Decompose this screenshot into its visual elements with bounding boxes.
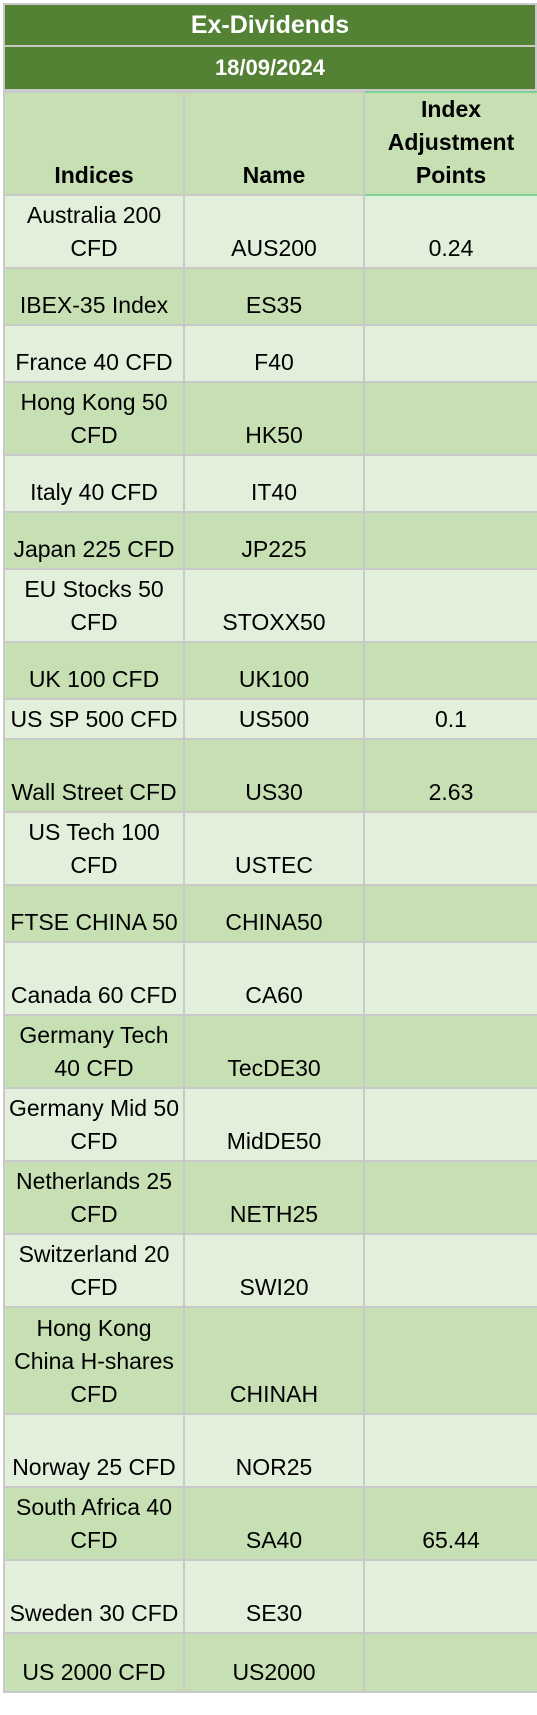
name-cell[interactable]: NETH25 [183, 1160, 365, 1235]
table-row: US Tech 100 CFD USTEC [3, 811, 537, 886]
name-cell[interactable]: SE30 [183, 1559, 365, 1634]
points-cell[interactable] [363, 381, 537, 456]
table-row: US 2000 CFD US2000 [3, 1632, 537, 1693]
index-cell[interactable]: Switzerland 20 CFD [3, 1233, 185, 1308]
index-cell[interactable]: Canada 60 CFD [3, 941, 185, 1016]
points-cell[interactable] [363, 1306, 537, 1415]
name-cell[interactable]: F40 [183, 324, 365, 383]
table-row: FTSE CHINA 50 CHINA50 [3, 884, 537, 943]
points-cell[interactable] [363, 568, 537, 643]
index-cell[interactable]: Hong Kong China H-shares CFD [3, 1306, 185, 1415]
points-cell[interactable]: 0.1 [363, 698, 537, 740]
name-cell[interactable]: STOXX50 [183, 568, 365, 643]
name-cell[interactable]: US2000 [183, 1632, 365, 1693]
points-cell[interactable]: 2.63 [363, 738, 537, 813]
points-cell[interactable] [363, 1559, 537, 1634]
sheet-title: Ex-Dividends [3, 3, 537, 47]
points-cell[interactable] [363, 811, 537, 886]
table-body: Australia 200 CFD AUS200 0.24 IBEX-35 Index… [3, 194, 537, 1693]
name-cell[interactable]: IT40 [183, 454, 365, 513]
index-cell[interactable]: South Africa 40 CFD [3, 1486, 185, 1561]
points-cell[interactable] [363, 1160, 537, 1235]
index-cell[interactable]: Sweden 30 CFD [3, 1559, 185, 1634]
table-row: Germany Tech 40 CFD TecDE30 [3, 1014, 537, 1089]
index-cell[interactable]: Australia 200 CFD [3, 194, 185, 269]
column-header-adjustment-points[interactable]: Index Adjustment Points [363, 91, 537, 196]
points-cell[interactable] [363, 267, 537, 326]
index-cell[interactable]: UK 100 CFD [3, 641, 185, 700]
index-cell[interactable]: Norway 25 CFD [3, 1413, 185, 1488]
index-cell[interactable]: US SP 500 CFD [3, 698, 185, 740]
index-cell[interactable]: EU Stocks 50 CFD [3, 568, 185, 643]
table-row: Wall Street CFD US30 2.63 [3, 738, 537, 813]
name-cell[interactable]: USTEC [183, 811, 365, 886]
table-row: Netherlands 25 CFD NETH25 [3, 1160, 537, 1235]
name-cell[interactable]: US30 [183, 738, 365, 813]
table-row: EU Stocks 50 CFD STOXX50 [3, 568, 537, 643]
table-row: South Africa 40 CFD SA40 65.44 [3, 1486, 537, 1561]
name-cell[interactable]: US500 [183, 698, 365, 740]
index-cell[interactable]: Wall Street CFD [3, 738, 185, 813]
index-cell[interactable]: FTSE CHINA 50 [3, 884, 185, 943]
index-cell[interactable]: Hong Kong 50 CFD [3, 381, 185, 456]
table-row: Canada 60 CFD CA60 [3, 941, 537, 1016]
table-row: IBEX-35 Index ES35 [3, 267, 537, 326]
index-cell[interactable]: Germany Mid 50 CFD [3, 1087, 185, 1162]
name-cell[interactable]: TecDE30 [183, 1014, 365, 1089]
table-row: Hong Kong China H-shares CFD CHINAH [3, 1306, 537, 1415]
name-cell[interactable]: SA40 [183, 1486, 365, 1561]
name-cell[interactable]: CHINAH [183, 1306, 365, 1415]
points-cell[interactable] [363, 1632, 537, 1693]
index-cell[interactable]: Netherlands 25 CFD [3, 1160, 185, 1235]
index-cell[interactable]: US Tech 100 CFD [3, 811, 185, 886]
column-header-name: Name [183, 91, 365, 196]
index-cell[interactable]: France 40 CFD [3, 324, 185, 383]
points-cell[interactable] [363, 941, 537, 1016]
points-cell[interactable] [363, 1233, 537, 1308]
name-cell[interactable]: SWI20 [183, 1233, 365, 1308]
table-row: Japan 225 CFD JP225 [3, 511, 537, 570]
ex-dividends-sheet: Ex-Dividends 18/09/2024 Indices Name Ind… [3, 3, 537, 1693]
points-cell[interactable] [363, 1413, 537, 1488]
header-row: Indices Name Index Adjustment Points [3, 91, 537, 196]
table-row: UK 100 CFD UK100 [3, 641, 537, 700]
name-cell[interactable]: ES35 [183, 267, 365, 326]
sheet-date: 18/09/2024 [3, 47, 537, 91]
points-cell[interactable] [363, 511, 537, 570]
table-row: Norway 25 CFD NOR25 [3, 1413, 537, 1488]
points-cell[interactable]: 0.24 [363, 194, 537, 269]
points-cell[interactable]: 65.44 [363, 1486, 537, 1561]
table-row: Italy 40 CFD IT40 [3, 454, 537, 513]
column-header-indices: Indices [3, 91, 185, 196]
table-row: US SP 500 CFD US500 0.1 [3, 698, 537, 740]
table-row: Hong Kong 50 CFD HK50 [3, 381, 537, 456]
table-row: Germany Mid 50 CFD MidDE50 [3, 1087, 537, 1162]
name-cell[interactable]: HK50 [183, 381, 365, 456]
name-cell[interactable]: CHINA50 [183, 884, 365, 943]
points-cell[interactable] [363, 1087, 537, 1162]
name-cell[interactable]: AUS200 [183, 194, 365, 269]
name-cell[interactable]: MidDE50 [183, 1087, 365, 1162]
points-cell[interactable] [363, 1014, 537, 1089]
name-cell[interactable]: CA60 [183, 941, 365, 1016]
index-cell[interactable]: Germany Tech 40 CFD [3, 1014, 185, 1089]
index-cell[interactable]: Italy 40 CFD [3, 454, 185, 513]
name-cell[interactable]: JP225 [183, 511, 365, 570]
index-cell[interactable]: Japan 225 CFD [3, 511, 185, 570]
points-cell[interactable] [363, 641, 537, 700]
table-row: France 40 CFD F40 [3, 324, 537, 383]
table-row: Sweden 30 CFD SE30 [3, 1559, 537, 1634]
name-cell[interactable]: NOR25 [183, 1413, 365, 1488]
points-cell[interactable] [363, 324, 537, 383]
dividends-table: Indices Name Index Adjustment Points Aus… [3, 91, 537, 1693]
name-cell[interactable]: UK100 [183, 641, 365, 700]
points-cell[interactable] [363, 884, 537, 943]
table-row: Australia 200 CFD AUS200 0.24 [3, 194, 537, 269]
table-row: Switzerland 20 CFD SWI20 [3, 1233, 537, 1308]
index-cell[interactable]: IBEX-35 Index [3, 267, 185, 326]
index-cell[interactable]: US 2000 CFD [3, 1632, 185, 1693]
points-cell[interactable] [363, 454, 537, 513]
